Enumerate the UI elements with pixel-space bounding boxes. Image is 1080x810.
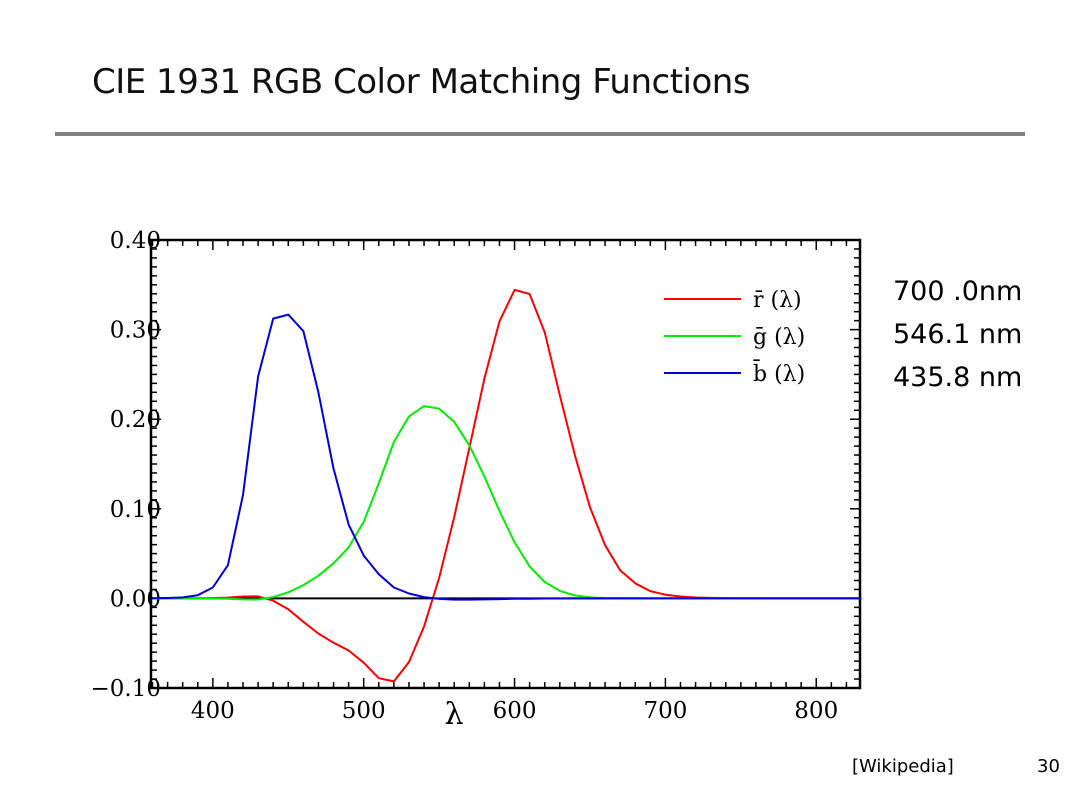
- series-line-r: [152, 288, 862, 683]
- series-line-g: [152, 405, 862, 601]
- primary-wavelength-notes: 700 .0nm 546.1 nm 435.8 nm: [893, 270, 1022, 399]
- y-tick-label: 0.40: [110, 228, 161, 254]
- x-tick-label: 500: [342, 698, 386, 724]
- legend-label-g: ḡ (λ): [753, 325, 805, 350]
- legend-label-b: b̄ (λ): [753, 359, 805, 387]
- source-citation: [Wikipedia]: [852, 756, 954, 777]
- title-divider: [55, 132, 1025, 136]
- slide-title: CIE 1931 RGB Color Matching Functions: [92, 62, 751, 102]
- x-tick-label: 700: [643, 698, 687, 724]
- y-tick-label: 0.20: [110, 407, 161, 433]
- series-lines: [152, 288, 862, 683]
- y-tick-label: −0.10: [91, 676, 161, 702]
- note-green-primary: 546.1 nm: [893, 319, 1023, 350]
- x-axis-label: λ: [444, 697, 463, 732]
- note-red-primary: 700 .0nm: [893, 276, 1023, 307]
- plot-frame: [149, 238, 862, 690]
- legend: r̄ (λ) ḡ (λ) b̄ (λ): [664, 288, 805, 387]
- x-tick-label: 600: [493, 698, 537, 724]
- page-number: 30: [1037, 756, 1060, 777]
- y-tick-label: 0.10: [110, 497, 161, 523]
- x-tick-label: 800: [794, 698, 838, 724]
- y-tick-label: 0.30: [110, 318, 161, 344]
- note-blue-primary: 435.8 nm: [893, 362, 1023, 393]
- y-tick-label: 0.00: [110, 586, 161, 612]
- series-line-b: [152, 313, 862, 601]
- x-tick-label: 400: [191, 698, 235, 724]
- axes: 400 500 600 700 800 −0.10 0.00 0.10 0.20 0.30 0.40…: [91, 228, 862, 732]
- legend-label-r: r̄ (λ): [753, 288, 802, 313]
